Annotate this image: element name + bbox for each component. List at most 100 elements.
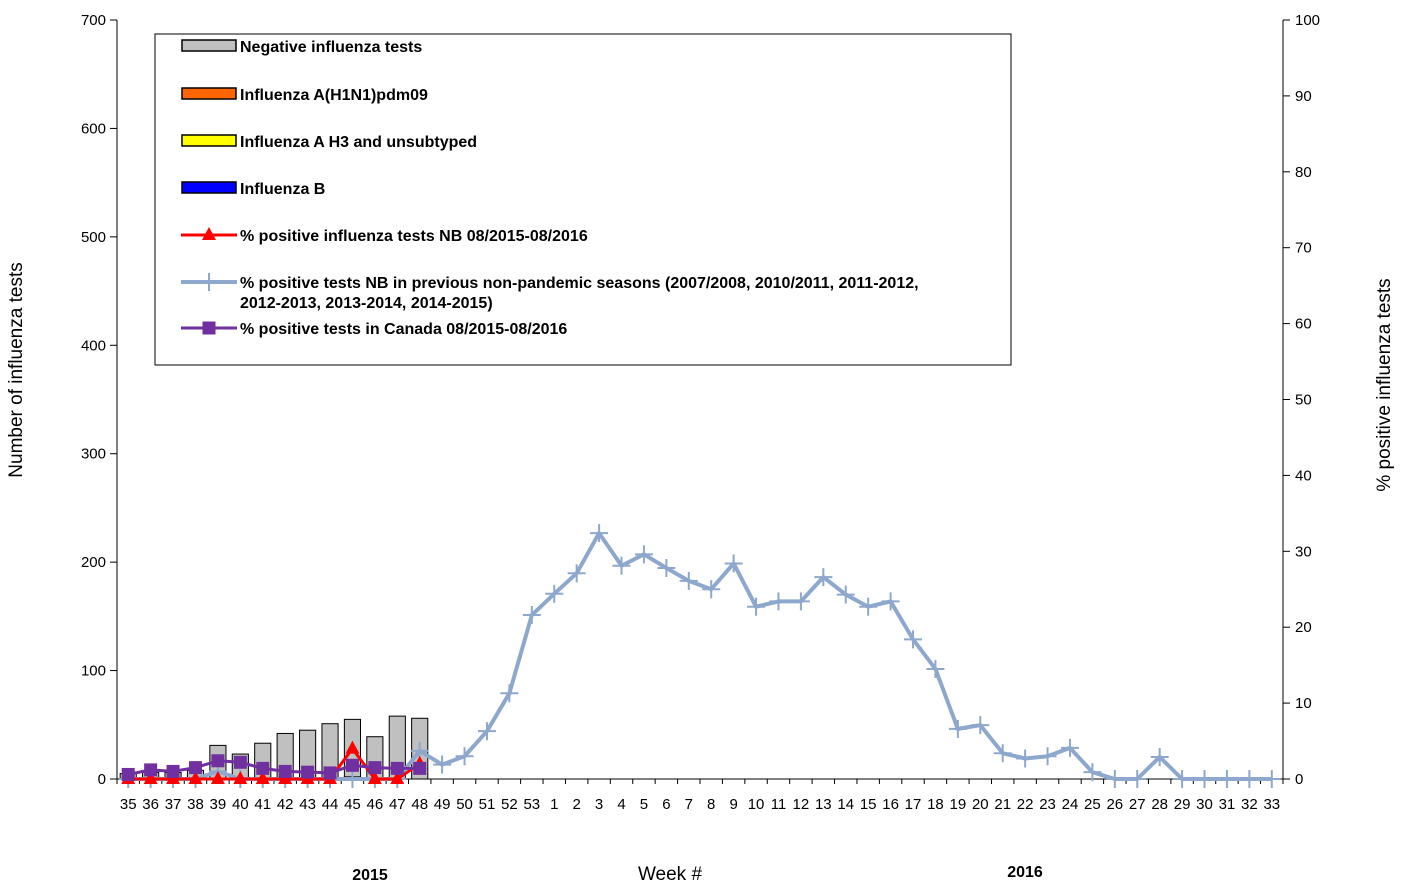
left-axis-title: Number of influenza tests [6,262,27,477]
legend: Negative influenza tests Influenza A(H1N1… [154,33,1012,366]
x-tick-label: 23 [1039,796,1056,813]
square-marker [413,761,427,775]
x-tick-label: 49 [434,796,451,813]
square-marker [345,758,359,772]
x-tick-label: 27 [1129,796,1146,813]
right-tick-label: 60 [1295,316,1312,333]
left-tick-label: 600 [81,120,106,137]
x-tick-label: 45 [344,796,361,813]
triangle-marker [210,771,225,784]
line-group [119,524,1281,788]
x-tick-label: 33 [1263,796,1280,813]
x-tick-label: 46 [367,796,384,813]
right-tick-label: 90 [1295,88,1312,105]
x-tick-label: 44 [322,796,339,813]
x-tick-label: 53 [523,796,540,813]
x-tick-label: 38 [187,796,204,813]
left-tick-label: 100 [81,663,106,680]
triangle-marker [345,740,360,754]
square-marker [211,754,225,768]
square-marker [256,761,270,775]
left-tick-label: 300 [81,446,106,463]
triangle-marker [143,771,158,784]
x-tick-label: 30 [1196,796,1213,813]
right-tick-label: 70 [1295,240,1312,257]
square-marker [144,763,158,777]
x-tick-label: 47 [389,796,406,813]
x-tick-label: 37 [165,796,182,813]
left-tick-label: 700 [81,12,106,29]
x-tick-label: 12 [793,796,810,813]
right-tick-label: 10 [1295,695,1312,712]
legend-label-2: Influenza A H3 and unsubtyped [240,134,477,151]
x-tick-label: 3 [595,796,603,813]
square-marker [278,764,292,778]
x-tick-label: 10 [748,796,765,813]
legend-label-0: Negative influenza tests [240,39,422,56]
x-tick-label: 4 [617,796,625,813]
triangle-marker [367,771,382,784]
square-marker [233,755,247,769]
square-marker [368,761,382,775]
square-marker [323,766,337,780]
x-tick-label: 21 [994,796,1011,813]
legend-label-4: % positive influenza tests NB 08/2015-08… [240,228,588,245]
left-y-axis: 0 100 200 300 400 500 600 700 [81,12,118,788]
right-tick-label: 20 [1295,619,1312,636]
legend-swatch-0 [181,39,237,52]
x-tick-label: 40 [232,796,249,813]
x-tick-label: 22 [1017,796,1034,813]
right-y-axis: 0 10 20 30 40 50 60 70 80 90 100 [1282,12,1320,788]
year-label-2015: 2015 [352,867,388,884]
triangle-marker [188,771,203,784]
x-tick-label: 39 [210,796,227,813]
legend-label-3: Influenza B [240,181,325,198]
square-marker [301,765,315,779]
legend-label-6: % positive tests in Canada 08/2015-08/20… [240,321,567,338]
x-tick-label: 19 [950,796,967,813]
x-tick-label: 48 [411,796,428,813]
x-tick-label: 6 [662,796,670,813]
square-marker [188,761,202,775]
x-tick-label: 41 [254,796,271,813]
x-tick-label: 1 [550,796,558,813]
triangle-marker [233,771,248,784]
x-tick-label: 2 [573,796,581,813]
legend-box [154,33,1012,366]
x-tick-label: 36 [142,796,159,813]
legend-label-1: Influenza A(H1N1)pdm09 [240,87,428,104]
right-tick-label: 80 [1295,164,1312,181]
x-tick-label: 5 [640,796,648,813]
square-marker [121,767,135,781]
x-tick-label: 9 [729,796,737,813]
x-tick-label: 14 [837,796,854,813]
x-tick-label: 31 [1219,796,1236,813]
x-tick-label: 29 [1174,796,1191,813]
x-tick-label: 35 [120,796,137,813]
left-tick-label: 500 [81,229,106,246]
right-tick-label: 100 [1295,12,1320,29]
x-tick-label: 15 [860,796,877,813]
legend-swatch-1 [181,87,237,100]
left-tick-label: 400 [81,337,106,354]
legend-swatch-3 [181,181,237,194]
square-marker [390,761,404,775]
x-tick-label: 50 [456,796,473,813]
x-tick-label: 7 [685,796,693,813]
triangle-marker [255,771,270,784]
left-tick-label: 200 [81,554,106,571]
x-tick-label: 8 [707,796,715,813]
right-tick-label: 40 [1295,467,1312,484]
x-tick-label: 17 [905,796,922,813]
left-tick-label: 0 [98,771,106,788]
square-marker [202,321,216,335]
x-tick-label: 16 [882,796,899,813]
legend-swatch-2 [181,134,237,147]
right-axis-title: % positive influenza tests [1374,278,1395,491]
x-tick-label: 42 [277,796,294,813]
x-axis-title: Week # [638,864,703,885]
x-tick-label: 51 [479,796,496,813]
year-label-2016: 2016 [1007,864,1043,881]
legend-label-5: % positive tests NB in previous non-pand… [240,275,919,312]
